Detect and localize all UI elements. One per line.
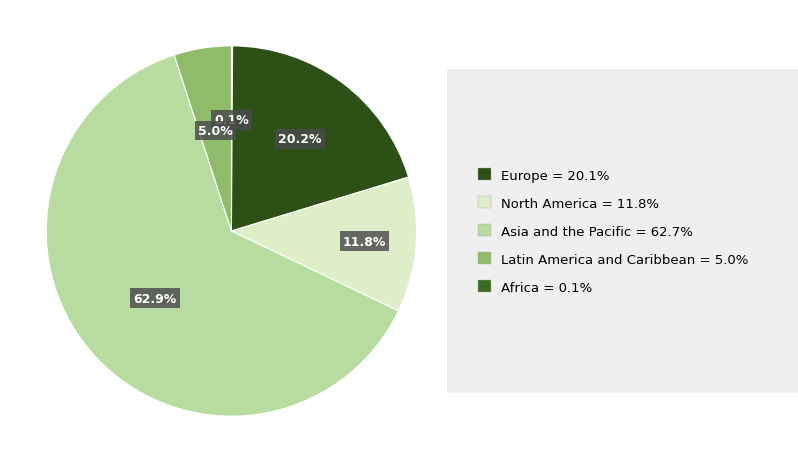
Legend: Europe = 20.1%, North America = 11.8%, Asia and the Pacific = 62.7%, Latin Ameri: Europe = 20.1%, North America = 11.8%, A… bbox=[471, 163, 756, 300]
Wedge shape bbox=[231, 47, 409, 232]
Wedge shape bbox=[231, 47, 232, 232]
Text: 11.8%: 11.8% bbox=[342, 235, 386, 248]
Wedge shape bbox=[46, 56, 398, 416]
Wedge shape bbox=[231, 178, 417, 311]
Text: 0.1%: 0.1% bbox=[215, 114, 249, 127]
Text: 20.2%: 20.2% bbox=[279, 133, 322, 146]
Wedge shape bbox=[174, 47, 231, 232]
Text: 5.0%: 5.0% bbox=[198, 125, 233, 138]
Text: 62.9%: 62.9% bbox=[133, 292, 176, 305]
